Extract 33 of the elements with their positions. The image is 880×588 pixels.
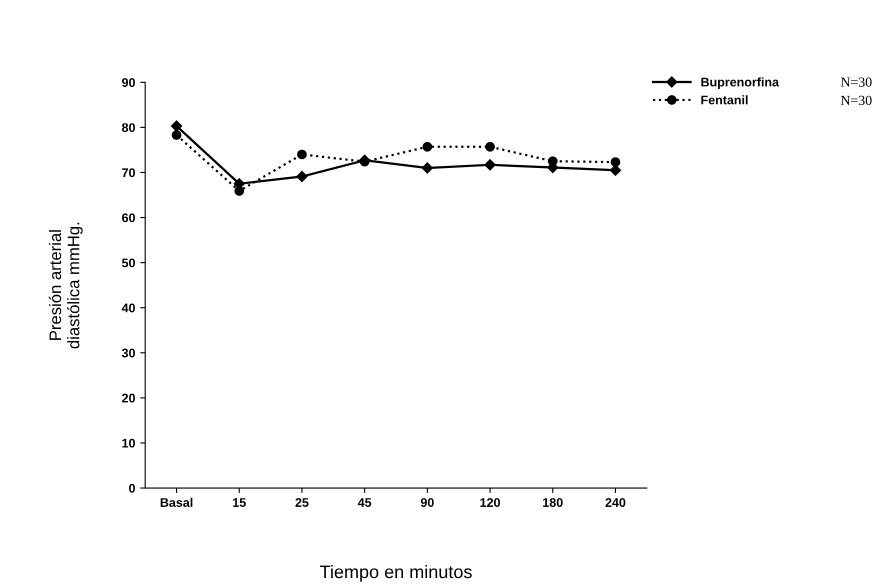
point [172,130,182,140]
point [610,157,620,167]
point [297,150,307,160]
x-tick-label: 90 [420,498,434,507]
point [296,170,308,182]
point [485,142,495,152]
x-tick-label: Basal [160,498,192,507]
x-tick-label: 240 [605,498,626,507]
point [422,142,432,152]
x-tick-label: 25 [295,498,309,507]
x-axis-title: Tiempo en minutos [320,564,472,582]
legend-label: Buprenorfina [701,77,780,89]
point [484,159,496,170]
y-tick-label: 20 [122,394,135,403]
point [422,162,433,174]
point [170,120,182,132]
y-tick-label: 10 [122,438,135,448]
y-tick-label: 80 [122,123,135,132]
legend-label: Fentanil [701,95,748,104]
x-tick-label: 15 [233,498,246,507]
text: N=30 [840,96,872,106]
x-tick-label: 120 [480,498,500,507]
y-tick-label: 40 [122,304,135,312]
y-tick-label: 90 [122,78,135,87]
y-tick-label: 0 [129,484,135,493]
text: N=30 [840,77,872,87]
y-axis-title: Presión arterial diastólica mmHg. [48,222,83,348]
x-tick-label: 45 [358,498,372,507]
x-tick-label: 180 [543,498,563,507]
y-tick-label: 50 [122,258,135,268]
y-tick-label: 60 [122,213,135,222]
y-tick-label: 30 [122,348,135,358]
y-tick-label: 70 [122,168,135,178]
